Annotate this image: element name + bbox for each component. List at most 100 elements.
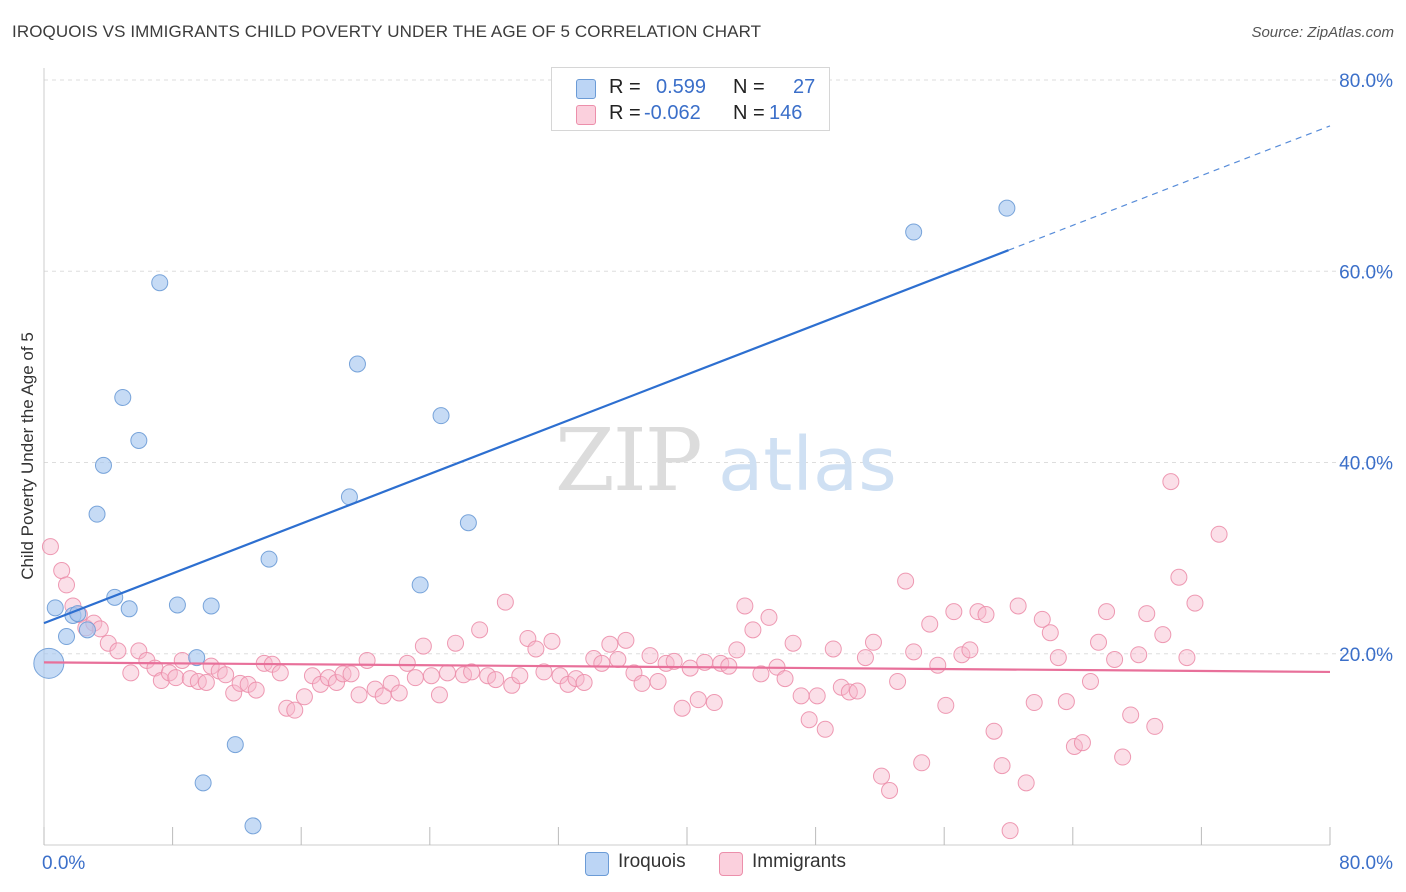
immigrants-point (1106, 650, 1124, 668)
immigrants-point (752, 665, 770, 683)
immigrants-point (1017, 774, 1035, 792)
immigrants-point (463, 663, 481, 681)
stats-legend: R = 0.599 N = 27 R = -0.062 N = 146 (551, 67, 830, 131)
immigrants-point (247, 681, 265, 699)
immigrants-point (824, 640, 842, 658)
immigrants-point (1114, 748, 1132, 766)
immigrants-point (889, 672, 907, 690)
iroquois-point (46, 599, 64, 617)
immigrants-point (398, 654, 416, 672)
iroquois-point (459, 514, 477, 532)
immigrants-point (109, 642, 127, 660)
immigrants-point (1162, 473, 1180, 491)
immigrants-point (848, 682, 866, 700)
immigrants-point (776, 670, 794, 688)
immigrants-point (784, 634, 802, 652)
immigrants-point (1025, 694, 1043, 712)
immigrants-point (1154, 626, 1172, 644)
immigrants-point (41, 538, 59, 556)
immigrants-point (197, 673, 215, 691)
iroquois-point (168, 596, 186, 614)
immigrants-point (1122, 706, 1140, 724)
y-tick-label: 20.0% (1339, 645, 1393, 666)
immigrants-point (649, 672, 667, 690)
immigrants-point (342, 665, 360, 683)
iroquois-point (130, 432, 148, 450)
immigrants-point (1073, 734, 1091, 752)
immigrants-point (173, 651, 191, 669)
iroquois-point (94, 456, 112, 474)
immigrants-point (1210, 525, 1228, 543)
iroquois-point (202, 597, 220, 615)
immigrants-point (921, 615, 939, 633)
iroquois-point (151, 274, 169, 292)
immigrants-point (617, 631, 635, 649)
iroquois-point (348, 355, 366, 373)
iroquois-trend-extension (1008, 125, 1331, 251)
legend-swatch-immigrants (576, 105, 596, 125)
iroquois-point (411, 576, 429, 594)
immigrants-point (350, 686, 368, 704)
immigrants-point (1146, 717, 1164, 735)
immigrants-point (225, 684, 243, 702)
legend-r-value: 0.599 (656, 76, 707, 98)
immigrants-point (808, 687, 826, 705)
immigrants-point (575, 673, 593, 691)
iroquois-point (188, 649, 206, 667)
immigrants-point (720, 657, 738, 675)
immigrants-point (390, 684, 408, 702)
immigrants-point (374, 687, 392, 705)
immigrants-point (422, 667, 440, 685)
immigrants-point (593, 654, 611, 672)
immigrants-point (496, 593, 514, 611)
immigrants-point (1138, 605, 1156, 623)
immigrants-point (1081, 672, 1099, 690)
immigrants-point (1130, 646, 1148, 664)
immigrants-point (1057, 693, 1075, 711)
immigrants-point (122, 664, 140, 682)
immigrants-point (760, 608, 778, 626)
bottom-legend-swatch-iroquois (585, 852, 609, 876)
y-tick-label: 80.0% (1339, 71, 1393, 92)
immigrants-point (1170, 568, 1188, 586)
immigrants-point (58, 576, 76, 594)
iroquois-point (114, 388, 132, 406)
watermark: ZIP atlas (555, 411, 897, 511)
immigrants-point (945, 603, 963, 621)
immigrants-point (487, 671, 505, 689)
immigrants-point (406, 669, 424, 687)
immigrants-point (295, 688, 313, 706)
legend-n-label: N = (733, 76, 765, 98)
bottom-legend-label-iroquois: Iroquois (618, 851, 686, 872)
immigrants-point (414, 637, 432, 655)
immigrants-point (937, 696, 955, 714)
immigrants-point (286, 701, 304, 719)
immigrants-point (217, 666, 235, 684)
immigrants-point (1041, 624, 1059, 642)
immigrants-point (535, 663, 553, 681)
immigrants-point (1065, 738, 1083, 756)
iroquois-point (244, 817, 262, 835)
immigrants-point (744, 621, 762, 639)
immigrants-point (985, 722, 1003, 740)
immigrants-point (1098, 603, 1116, 621)
immigrants-trend-line (43, 661, 1331, 674)
iroquois-point (120, 600, 138, 618)
iroquois-trend-line (43, 249, 1009, 625)
immigrants-point (328, 673, 346, 691)
y-axis-label: Child Poverty Under the Age of 5 (18, 332, 37, 580)
immigrants-point (953, 646, 971, 664)
immigrants-point (736, 597, 754, 615)
immigrants-point (832, 678, 850, 696)
trend-layer (43, 125, 1331, 674)
immigrants-point (471, 621, 489, 639)
iroquois-point (905, 223, 923, 241)
immigrants-point (1033, 610, 1051, 628)
iroquois-point (78, 621, 96, 639)
immigrants-point (479, 667, 497, 685)
immigrants-point (202, 657, 220, 675)
immigrants-point (633, 674, 651, 692)
immigrants-point (689, 691, 707, 709)
grid-layer (44, 79, 1392, 655)
immigrants-point (601, 635, 619, 653)
